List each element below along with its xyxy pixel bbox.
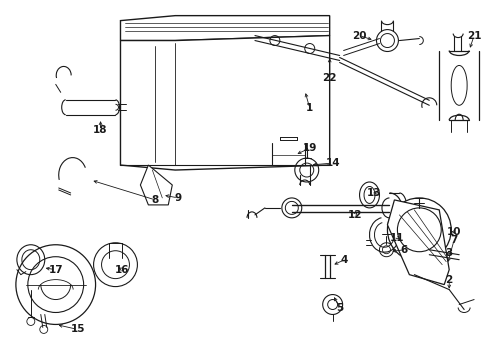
Text: 6: 6	[400, 245, 407, 255]
Text: 4: 4	[340, 255, 347, 265]
Text: 12: 12	[346, 210, 361, 220]
Text: 19: 19	[302, 143, 316, 153]
Text: 18: 18	[93, 125, 107, 135]
Text: 1: 1	[305, 103, 313, 113]
Text: 13: 13	[366, 188, 381, 198]
Text: 11: 11	[389, 233, 404, 243]
Text: 20: 20	[351, 31, 366, 41]
Text: 3: 3	[445, 248, 452, 258]
Text: 10: 10	[446, 227, 461, 237]
Text: 7: 7	[449, 235, 457, 245]
Circle shape	[322, 294, 342, 315]
Text: 22: 22	[322, 73, 336, 84]
Text: 15: 15	[70, 324, 85, 334]
Text: 9: 9	[174, 193, 182, 203]
Text: 8: 8	[151, 195, 159, 205]
Circle shape	[93, 243, 137, 287]
Text: 21: 21	[466, 31, 480, 41]
Circle shape	[386, 198, 450, 262]
Text: 17: 17	[48, 265, 63, 275]
Text: 2: 2	[445, 275, 452, 285]
Polygon shape	[140, 165, 172, 205]
Polygon shape	[120, 15, 329, 41]
Circle shape	[16, 245, 95, 324]
Polygon shape	[386, 200, 448, 285]
Text: 16: 16	[115, 265, 129, 275]
Text: 14: 14	[325, 158, 339, 168]
Text: 5: 5	[335, 302, 343, 312]
Polygon shape	[120, 36, 329, 170]
